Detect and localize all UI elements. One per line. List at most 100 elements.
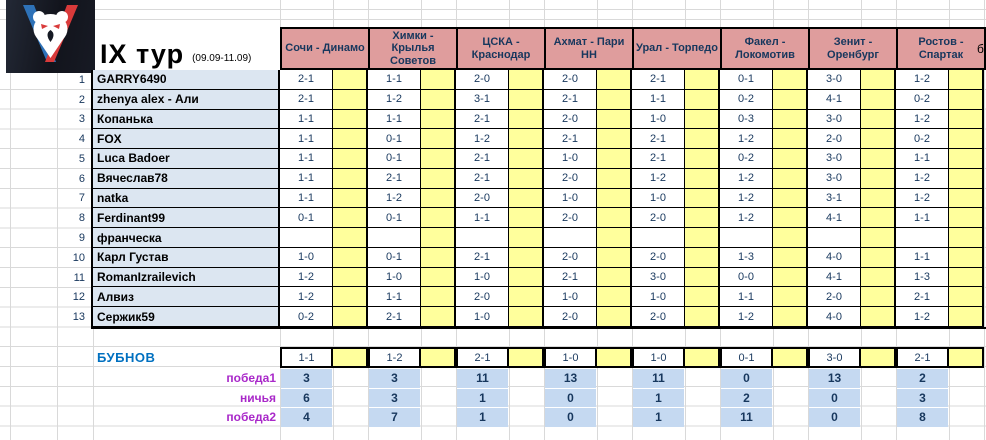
points-cell[interactable] [685,188,720,209]
points-cell[interactable] [597,129,632,150]
prediction-cell[interactable]: 1-2 [368,188,421,209]
prediction-cell[interactable] [456,228,509,248]
row-number[interactable]: 10 [72,251,85,264]
prediction-cell[interactable]: 1-1 [720,287,773,308]
stat-value-cell[interactable]: 7 [369,408,420,427]
points-cell[interactable] [773,109,808,130]
prediction-cell[interactable]: 0-2 [896,89,949,110]
points-cell[interactable] [421,208,456,229]
prediction-cell[interactable]: 1-1 [896,208,949,229]
bubnov-prediction-cell[interactable]: 2-1 [456,347,509,368]
prediction-cell[interactable] [368,228,421,248]
points-cell[interactable] [597,228,632,248]
prediction-cell[interactable]: 1-0 [280,247,333,268]
match-header[interactable]: Урал - Торпедо [632,27,722,70]
match-header[interactable]: Сочи - Динамо [280,27,370,70]
stat-value-cell[interactable]: 11 [721,408,772,427]
points-cell[interactable] [509,267,544,288]
points-cell[interactable] [597,89,632,110]
prediction-cell[interactable]: 1-2 [896,109,949,130]
prediction-cell[interactable]: 1-2 [896,70,949,90]
prediction-cell[interactable]: 2-0 [456,188,509,209]
points-cell[interactable] [685,89,720,110]
prediction-cell[interactable]: 2-0 [456,70,509,90]
player-name-cell[interactable]: франческа [93,228,280,248]
prediction-cell[interactable]: 3-0 [632,267,685,288]
row-number[interactable]: 2 [78,93,85,106]
points-cell[interactable] [685,109,720,130]
points-cell[interactable] [509,149,544,169]
prediction-cell[interactable]: 1-2 [896,307,949,327]
prediction-cell[interactable]: 4-1 [808,89,861,110]
prediction-cell[interactable] [720,228,773,248]
points-cell[interactable] [509,109,544,130]
stat-value-cell[interactable]: 8 [897,408,948,427]
points-cell[interactable] [421,287,456,308]
points-cell[interactable] [773,287,808,308]
stat-value-cell[interactable]: 3 [897,388,948,407]
player-name-cell[interactable]: FOX [93,129,280,150]
row-number[interactable]: 7 [78,192,85,205]
points-cell[interactable] [861,129,896,150]
points-cell[interactable] [333,307,368,327]
points-cell[interactable] [861,70,896,90]
points-cell[interactable] [773,129,808,150]
prediction-cell[interactable]: 1-0 [456,307,509,327]
prediction-cell[interactable]: 2-0 [544,208,597,229]
points-cell[interactable] [773,228,808,248]
points-cell[interactable] [773,70,808,90]
prediction-cell[interactable]: 1-1 [896,149,949,169]
prediction-cell[interactable]: 0-1 [368,247,421,268]
points-cell[interactable] [597,208,632,229]
player-name-cell[interactable]: Luca Badoer [93,149,280,169]
bubnov-prediction-cell[interactable]: 1-0 [632,347,685,368]
points-cell[interactable] [333,70,368,90]
prediction-cell[interactable]: 1-2 [720,307,773,327]
prediction-cell[interactable]: 4-1 [808,208,861,229]
prediction-cell[interactable]: 1-1 [368,109,421,130]
prediction-cell[interactable]: 1-3 [720,247,773,268]
points-cell[interactable] [861,267,896,288]
bubnov-points-cell[interactable] [683,347,720,368]
points-cell[interactable] [685,247,720,268]
prediction-cell[interactable]: 1-2 [896,188,949,209]
bubnov-prediction-cell[interactable]: 0-1 [720,347,773,368]
points-cell[interactable] [685,267,720,288]
points-cell[interactable] [421,109,456,130]
points-cell[interactable] [949,208,984,229]
row-number[interactable]: 8 [78,212,85,225]
points-cell[interactable] [773,247,808,268]
points-cell[interactable] [597,307,632,327]
stat-value-cell[interactable]: 11 [457,369,508,388]
points-cell[interactable] [509,129,544,150]
points-cell[interactable] [773,307,808,327]
prediction-cell[interactable]: 1-0 [456,267,509,288]
points-cell[interactable] [685,70,720,90]
points-cell[interactable] [597,70,632,90]
row-number[interactable]: 1 [78,73,85,86]
stat-value-cell[interactable]: 13 [545,369,596,388]
prediction-cell[interactable]: 2-0 [808,129,861,150]
prediction-cell[interactable]: 4-0 [808,307,861,327]
points-cell[interactable] [949,267,984,288]
stat-value-cell[interactable]: 0 [545,408,596,427]
prediction-cell[interactable]: 0-0 [720,267,773,288]
points-cell[interactable] [685,287,720,308]
prediction-cell[interactable]: 2-1 [544,89,597,110]
points-cell[interactable] [333,247,368,268]
prediction-cell[interactable]: 0-1 [368,208,421,229]
prediction-cell[interactable]: 1-1 [280,129,333,150]
prediction-cell[interactable]: 2-1 [368,307,421,327]
prediction-cell[interactable]: 4-1 [808,267,861,288]
prediction-cell[interactable]: 3-0 [808,149,861,169]
points-cell[interactable] [421,168,456,189]
points-cell[interactable] [685,129,720,150]
prediction-cell[interactable]: 1-1 [456,208,509,229]
points-cell[interactable] [949,287,984,308]
match-header[interactable]: Факел - Локомотив [720,27,810,70]
points-cell[interactable] [509,287,544,308]
points-cell[interactable] [333,188,368,209]
prediction-cell[interactable]: 1-2 [720,208,773,229]
prediction-cell[interactable]: 2-1 [280,89,333,110]
prediction-cell[interactable]: 1-1 [280,109,333,130]
